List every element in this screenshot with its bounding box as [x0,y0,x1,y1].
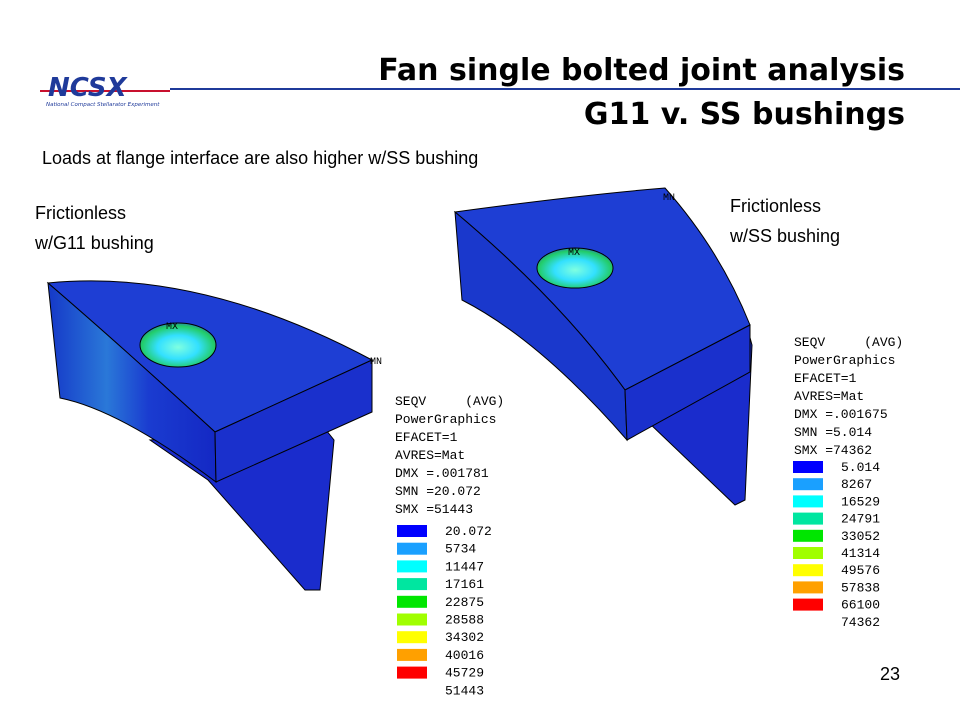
contour-level: 5734 [445,542,476,557]
legend-line: AVRES=Mat [395,448,465,463]
legend-line: SMX =51443 [395,502,473,517]
contour-swatch [793,564,823,577]
contour-level: 11447 [445,559,484,574]
title-line: Fan single bolted joint analysis [378,53,905,88]
contour-swatch [793,495,823,508]
contour-swatch [793,547,823,559]
fea-model [46,280,374,591]
contour-level: 49576 [841,563,880,578]
contour-swatch [793,478,823,491]
contour-swatch [793,581,823,594]
contour-level: 17161 [445,577,484,592]
contour-swatch [397,595,427,608]
contour-level: 40016 [445,648,484,663]
panel-label: w/SS bushing [729,226,840,246]
page-number: 23 [880,664,900,684]
contour-level: 8267 [841,477,872,492]
contour-level: 33052 [841,529,880,544]
contour-level: 57838 [841,580,880,595]
contour-level: 24791 [841,512,880,527]
legend-line: SMX =74362 [794,443,872,458]
logo-subtext: National Compact Stellarator Experiment [46,102,160,108]
contour-swatch [397,525,427,537]
legend-line: DMX =.001675 [794,407,888,422]
logo-text: NCSX [48,73,129,103]
panel-label: Frictionless [730,196,821,216]
contour-level: 51443 [445,683,484,698]
max-marker: MX [568,248,580,259]
legend-line: SEQV (AVG) [794,335,903,350]
legend-line: EFACET=1 [794,371,857,386]
contour-level: 22875 [445,595,484,610]
legend-line: SEQV (AVG) [395,394,504,409]
panel-label: Frictionless [35,203,126,223]
fea-model [453,187,753,506]
contour-level: 34302 [445,630,484,645]
min-marker: MN [370,357,382,368]
contour-swatch [397,560,427,573]
legend-line: SMN =20.072 [395,484,481,499]
contour-swatch [793,529,823,542]
title-line: G11 v. SS bushings [584,97,905,132]
contour-swatch [793,598,823,611]
contour-swatch [397,631,427,644]
legend-line: PowerGraphics [794,353,895,368]
legend-line: DMX =.001781 [395,466,489,481]
contour-level: 74362 [841,615,880,630]
panel-label: w/G11 bushing [34,233,154,253]
contour-swatch [397,666,427,679]
subtitle: Loads at flange interface are also highe… [42,148,478,168]
min-marker: MN [663,193,675,204]
contour-swatch [397,613,427,626]
legend-line: PowerGraphics [395,412,496,427]
contour-level: 5.014 [841,460,880,475]
contour-swatch [793,512,823,525]
contour-swatch [397,648,427,661]
contour-swatch [397,542,427,555]
contour-level: 45729 [445,666,484,681]
contour-level: 20.072 [445,524,492,539]
contour-level: 41314 [841,546,880,561]
legend-line: AVRES=Mat [794,389,864,404]
legend-line: SMN =5.014 [794,425,872,440]
max-marker: MX [166,322,178,333]
contour-swatch [793,461,823,473]
contour-level: 66100 [841,598,880,613]
contour-level: 16529 [841,494,880,509]
contour-swatch [397,578,427,591]
contour-level: 28588 [445,613,484,628]
legend-line: EFACET=1 [395,430,458,445]
